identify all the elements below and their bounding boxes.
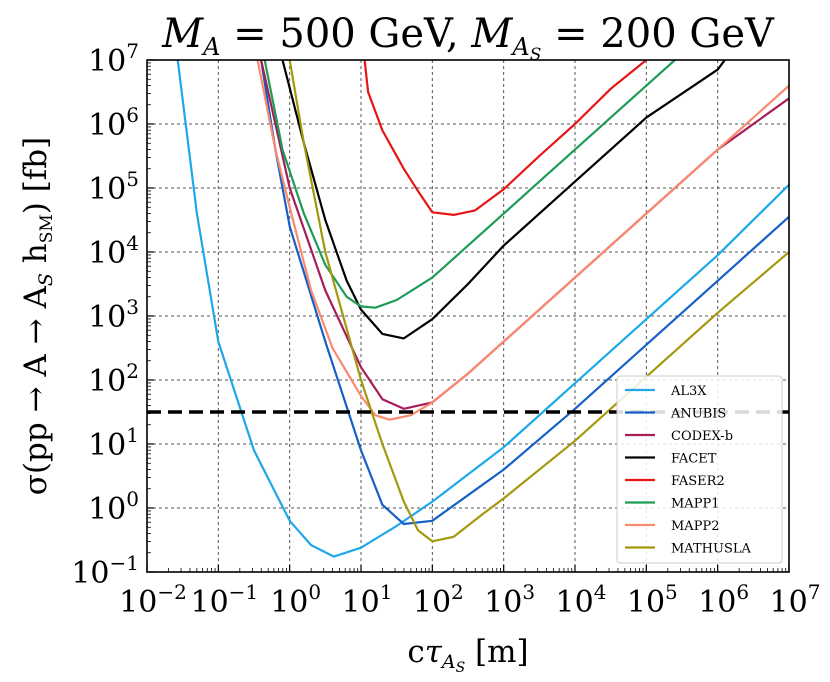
x-tick-label: 107 [770,580,821,620]
x-tick-label: 102 [413,580,464,620]
plot-frame [146,59,790,573]
y-tick-label: 101 [88,423,139,463]
legend-label: AL3X [670,384,707,399]
series-facet [281,60,726,340]
legend-label: MAPP2 [671,519,719,534]
series-mapp2 [256,60,789,421]
legend-label: CODEX-b [671,429,733,444]
x-tick-label: 104 [556,580,607,620]
series-anubis [260,60,789,526]
series-faser2 [363,60,648,216]
series-mathusla [288,60,789,543]
legend-label: FASER2 [671,474,725,489]
legend-label: MAPP1 [671,497,719,512]
x-tick-label: 103 [484,580,535,620]
legend-label: ANUBIS [670,407,726,422]
y-tick-label: 104 [88,231,139,271]
y-tick-label: 10−1 [71,551,139,591]
chart-title: MA = 500 GeV, MAS = 200 GeV [161,11,775,65]
series-al3x [176,60,789,558]
x-tick-label: 105 [627,580,678,620]
x-tick-label: 10−1 [190,580,258,620]
y-tick-label: 103 [88,295,139,335]
series-codex-b [260,60,789,410]
y-tick-label: 105 [88,167,139,207]
x-tick-label: 100 [270,580,321,620]
series-layer [176,60,789,558]
x-tick-label: 10−2 [119,580,187,620]
legend-label: MATHUSLA [671,542,751,557]
legend-label: FACET [671,452,717,467]
x-tick-label: 101 [342,580,393,620]
y-tick-label: 106 [88,103,139,143]
series-mapp1 [263,60,676,309]
y-tick-label: 107 [88,39,139,79]
x-axis-label: cτAS [m] [407,634,528,676]
y-tick-label: 100 [88,487,139,527]
legend: AL3X ANUBIS CODEX-b FACET FASER2 MAPP1 MAPP2 MA… [616,375,783,564]
y-tick-label: 102 [88,359,139,399]
y-axis-label: σ(pp → A → AS hSM) [fb] [18,137,57,495]
x-tick-label: 106 [698,580,749,620]
